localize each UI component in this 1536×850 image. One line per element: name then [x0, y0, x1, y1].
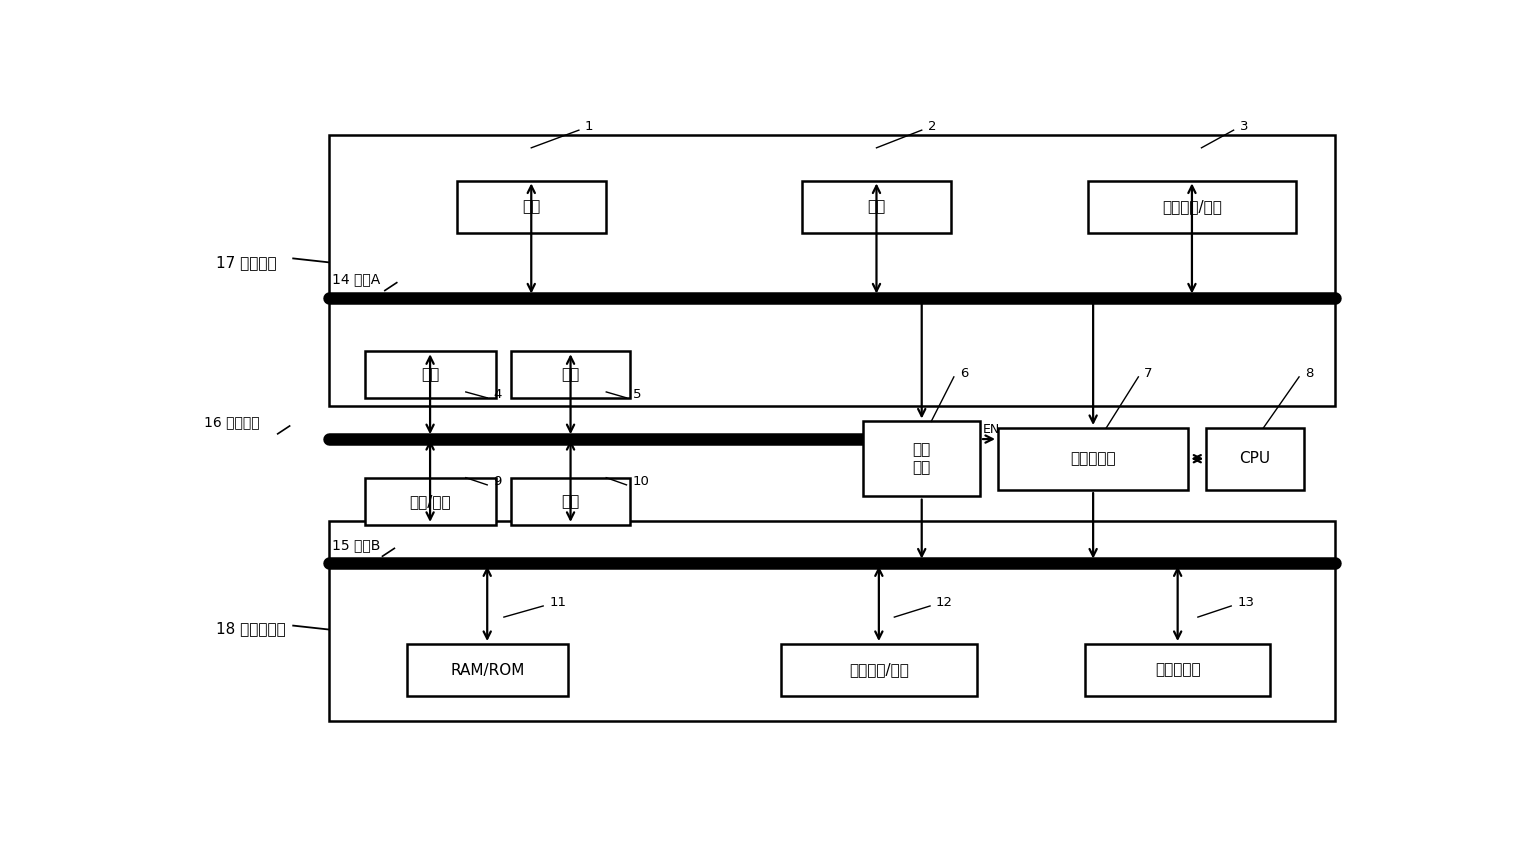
- Bar: [511, 478, 630, 524]
- Text: 其它输入/输出: 其它输入/输出: [849, 663, 909, 677]
- Text: 其它输入/输出: 其它输入/输出: [1163, 199, 1221, 214]
- Text: 16 共享总线: 16 共享总线: [204, 416, 260, 429]
- Text: 输入/输出: 输入/输出: [409, 494, 452, 509]
- Bar: [998, 428, 1189, 490]
- Text: 时钟: 时钟: [562, 367, 579, 382]
- Text: 4: 4: [493, 388, 502, 401]
- Text: 3: 3: [1240, 121, 1249, 133]
- Text: RAM/ROM: RAM/ROM: [450, 663, 524, 677]
- Text: 2: 2: [928, 121, 935, 133]
- Bar: [1206, 428, 1304, 490]
- Text: EN: EN: [983, 422, 1000, 436]
- Text: 总线桥接器: 总线桥接器: [1071, 451, 1117, 466]
- Bar: [780, 644, 977, 696]
- Text: 15 总线B: 15 总线B: [332, 538, 381, 552]
- Text: CPU: CPU: [1240, 451, 1270, 466]
- Bar: [456, 180, 605, 233]
- Text: 7: 7: [1144, 367, 1154, 380]
- Bar: [364, 351, 496, 399]
- Text: 网特网设备: 网特网设备: [1155, 663, 1201, 677]
- Bar: [1086, 644, 1270, 696]
- Bar: [1087, 180, 1296, 233]
- Text: 5: 5: [633, 388, 641, 401]
- Text: 13: 13: [1236, 596, 1255, 609]
- Text: 14 总线A: 14 总线A: [332, 273, 381, 286]
- Text: 11: 11: [550, 596, 567, 609]
- Bar: [407, 644, 568, 696]
- Text: 1: 1: [585, 121, 593, 133]
- Bar: [511, 351, 630, 399]
- Bar: [329, 521, 1335, 721]
- Text: 9: 9: [493, 475, 502, 488]
- Text: 17 安全区域: 17 安全区域: [215, 255, 276, 269]
- Text: 交义
开关: 交义 开关: [912, 443, 931, 475]
- Text: 硬盘: 硬盘: [868, 199, 886, 214]
- Bar: [364, 478, 496, 524]
- Text: 8: 8: [1306, 367, 1313, 380]
- Text: 6: 6: [960, 367, 968, 380]
- Bar: [802, 180, 951, 233]
- Text: 18 非安全区域: 18 非安全区域: [215, 621, 286, 637]
- Text: 内存: 内存: [421, 367, 439, 382]
- Text: 10: 10: [633, 475, 650, 488]
- Bar: [329, 135, 1335, 406]
- Text: 闪存: 闪存: [562, 494, 579, 509]
- Text: 内存: 内存: [522, 199, 541, 214]
- Bar: [863, 421, 980, 496]
- Text: 12: 12: [935, 596, 952, 609]
